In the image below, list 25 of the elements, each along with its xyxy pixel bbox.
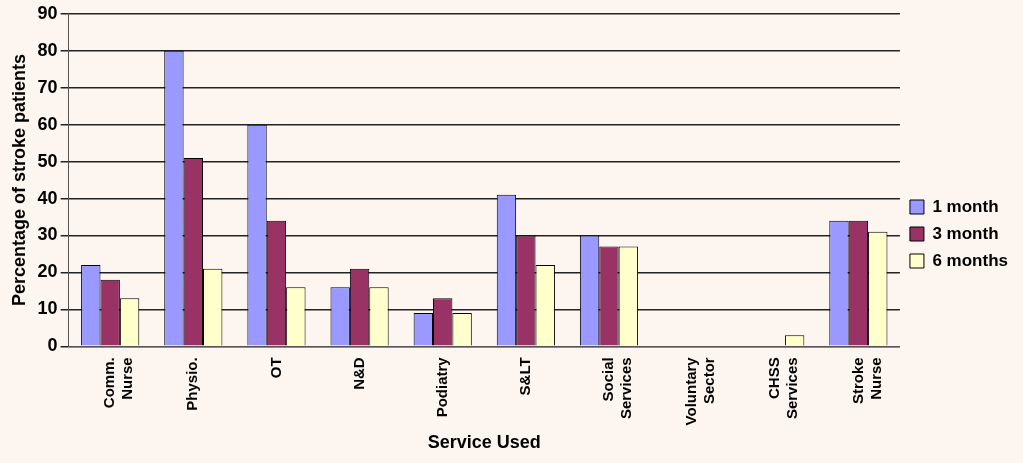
y-axis-title: Percentage of stroke patients [8,54,29,307]
x-tick-label: OT [266,357,284,379]
y-tick-label: 90 [37,2,58,23]
y-tick-label: 50 [37,150,58,171]
x-tick-label: Physio. [183,357,201,411]
x-tick-label: N&D [349,357,367,390]
x-tick-label: Comm. Nurse [100,357,136,409]
x-tick-label: Stroke Nurse [848,357,884,405]
x-tick-label: Social Services [599,357,635,420]
y-tick-label: 20 [37,261,58,282]
y-tick-label: 60 [37,113,58,134]
y-tick-label: 70 [37,76,58,97]
y-tick-label: 40 [37,187,58,208]
y-tick-label: 10 [37,298,58,319]
x-tick-label: CHSS Services [765,357,801,420]
x-axis-title: Service Used [427,432,541,453]
y-tick-label: 80 [37,39,58,60]
y-tick-label: 30 [37,224,58,245]
x-tick-label: Podiatry [432,356,450,418]
x-tick-label: S&LT [515,357,533,396]
legend-label: 1 month [932,196,999,216]
y-tick-label: 0 [47,335,58,356]
legend-label: 3 month [932,223,999,243]
legend-label: 6 months [932,250,1008,270]
x-tick-label: Voluntary Sector [682,356,718,426]
